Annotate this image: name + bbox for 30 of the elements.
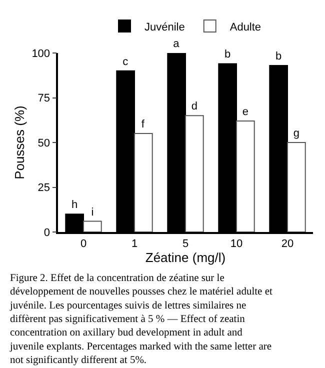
data-label: f [141, 118, 146, 131]
data-label: i [91, 206, 94, 218]
data-label: c [122, 56, 129, 68]
y-axis-title: Pousses (%) [12, 106, 28, 180]
x-tick-label: 20 [281, 238, 294, 250]
bar [236, 120, 255, 232]
data-label: h [72, 199, 78, 212]
data-label: a [173, 38, 180, 50]
x-axis-title: Zéatine (mg/l) [145, 250, 226, 265]
data-label: g [293, 128, 300, 140]
data-label: b [276, 50, 282, 63]
y-tick-label: 75 [38, 92, 50, 105]
data-label: b [224, 48, 231, 61]
legend-label: Adulte [230, 21, 262, 34]
y-tick-label: 0 [44, 226, 50, 239]
data-label: d [191, 100, 198, 113]
bar [185, 115, 204, 232]
x-tick-label: 10 [230, 238, 243, 250]
data-label: e [242, 106, 248, 118]
caption: Figure 2. Effet de la concentration de zéatine sur le développement de nouvelles pousses chez le matériel adulte et juvénile. Les pourcentages suivis de lettres similaires ne diffèrent pas significativement à 5 % — Effect of zeatin concentration on axillary bud development in adult and juvenile explants. Percentages marked with the same letter are not significantly different at 5%. [9, 273, 272, 366]
x-tick-label: 0 [80, 238, 87, 250]
y-tick-label: 100 [32, 48, 50, 60]
legend-label: Juvénile [144, 21, 185, 34]
x-tick-label: 1 [131, 238, 138, 250]
y-tick-label: 25 [38, 182, 50, 194]
bar [83, 220, 102, 232]
bar [134, 133, 153, 232]
x-tick-label: 5 [182, 238, 189, 250]
bar [287, 142, 306, 232]
y-tick-label: 50 [38, 137, 50, 150]
